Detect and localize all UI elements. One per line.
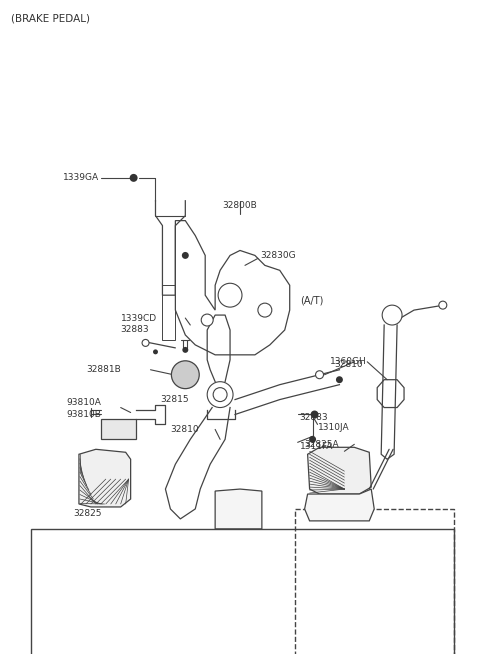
Circle shape	[311, 411, 319, 419]
Circle shape	[207, 382, 233, 407]
Circle shape	[258, 303, 272, 317]
Circle shape	[315, 371, 324, 379]
Text: 1311FA: 1311FA	[300, 441, 333, 451]
Text: (A/T): (A/T)	[300, 295, 323, 305]
Text: 32883: 32883	[120, 325, 149, 335]
Text: 1310JA: 1310JA	[318, 423, 349, 432]
Circle shape	[336, 377, 343, 383]
Text: 1339CD: 1339CD	[120, 314, 157, 323]
Circle shape	[439, 301, 447, 309]
Text: 32810: 32810	[335, 360, 363, 369]
Bar	[101, 419, 136, 440]
Text: 1360GH: 1360GH	[329, 358, 366, 366]
Circle shape	[182, 252, 189, 259]
Circle shape	[142, 339, 149, 346]
Circle shape	[213, 388, 227, 401]
Bar	[295, 509, 454, 656]
Text: 32883: 32883	[300, 413, 328, 422]
Circle shape	[382, 305, 402, 325]
Text: (BRAKE PEDAL): (BRAKE PEDAL)	[12, 14, 90, 24]
Circle shape	[130, 174, 138, 182]
Circle shape	[309, 436, 316, 443]
Text: 1339GA: 1339GA	[63, 173, 99, 182]
Text: 32881B: 32881B	[86, 365, 120, 375]
Circle shape	[201, 314, 213, 326]
Text: 32810: 32810	[170, 425, 199, 434]
Text: 32825A: 32825A	[305, 440, 339, 449]
Bar	[31, 529, 454, 656]
Text: 32815: 32815	[160, 395, 189, 404]
Circle shape	[218, 283, 242, 307]
Text: 93810B: 93810B	[66, 410, 101, 419]
Circle shape	[182, 347, 188, 353]
Text: 93810A: 93810A	[66, 398, 101, 407]
Polygon shape	[215, 489, 262, 529]
Text: 32825: 32825	[73, 510, 101, 518]
Text: 32830G: 32830G	[260, 251, 296, 260]
Text: 32800B: 32800B	[223, 201, 257, 210]
Polygon shape	[79, 449, 131, 507]
Circle shape	[153, 350, 158, 354]
Polygon shape	[308, 447, 371, 494]
Circle shape	[171, 361, 199, 388]
Bar	[162, 285, 175, 340]
Polygon shape	[305, 489, 374, 521]
